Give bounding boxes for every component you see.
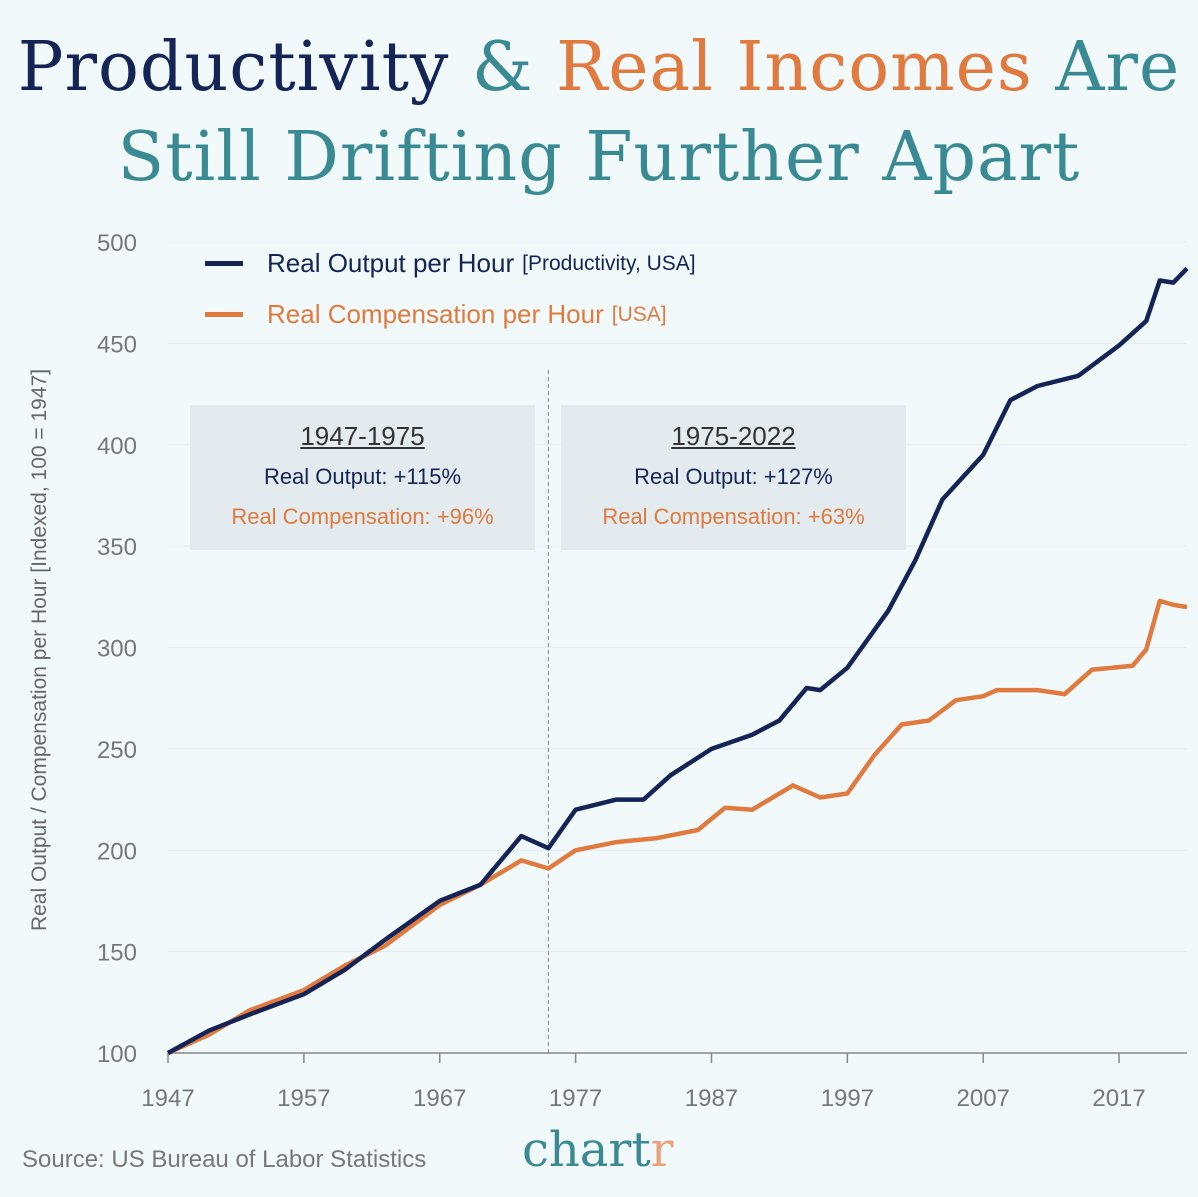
x-tick-label: 1977 <box>549 1085 602 1112</box>
chart-title-line2: Still Drifting Further Apart <box>117 118 1081 197</box>
legend-label: Real Output per Hour <box>267 248 515 278</box>
y-tick-label: 400 <box>97 433 137 460</box>
x-tick-label: 1987 <box>685 1085 738 1112</box>
annotation-box-1947-1975: 1947-1975 Real Output: +115% Real Compen… <box>190 405 535 550</box>
box-heading: 1975-2022 <box>671 421 796 451</box>
annotation-box-1975-2022: 1975-2022 Real Output: +127% Real Compen… <box>561 405 906 550</box>
legend-item-compensation: Real Compensation per Hour [USA] <box>205 299 667 330</box>
title-amp: & <box>471 28 534 107</box>
series-line-productivity <box>166 266 1189 1055</box>
legend-sublabel: [Productivity, USA] <box>522 251 696 275</box>
box-heading: 1947-1975 <box>300 421 425 451</box>
y-axis-label: Real Output / Compensation per Hour [Ind… <box>28 368 51 932</box>
y-tick-label: 350 <box>97 534 137 561</box>
box-output: Real Output: +115% <box>263 464 462 489</box>
legend-item-productivity: Real Output per Hour [Productivity, USA] <box>205 248 696 279</box>
y-tick-label: 150 <box>97 940 137 967</box>
box-comp: Real Compensation: +63% <box>602 504 865 529</box>
x-tick-label: 1947 <box>141 1085 194 1112</box>
y-tick-label: 450 <box>97 331 137 358</box>
source-note: Source: US Bureau of Labor Statistics <box>22 1146 427 1173</box>
title-are: Are <box>1055 28 1181 107</box>
x-tick-label: 2017 <box>1092 1085 1145 1112</box>
x-tick-label: 1997 <box>821 1085 874 1112</box>
x-tick-label: 2007 <box>957 1085 1010 1112</box>
logo-end: r <box>650 1122 674 1178</box>
box-comp: Real Compensation: +96% <box>231 504 494 529</box>
legend-swatch-compensation <box>205 312 243 317</box>
title-productivity: Productivity <box>17 28 450 107</box>
chartr-logo: chartr <box>522 1122 674 1178</box>
y-tick-label: 200 <box>97 838 137 865</box>
y-tick-label: 250 <box>97 737 137 764</box>
legend-swatch-productivity <box>205 261 243 266</box>
logo-main: chart <box>522 1122 651 1178</box>
legend-sublabel: [USA] <box>611 302 667 326</box>
y-tick-label: 500 <box>97 230 137 257</box>
y-tick-label: 300 <box>97 636 137 663</box>
legend-label: Real Compensation per Hour <box>267 299 604 329</box>
title-real-incomes: Real Incomes <box>556 28 1033 107</box>
series-line-compensation <box>167 598 1188 1056</box>
y-tick-label: 100 <box>97 1041 137 1068</box>
x-tick-label: 1957 <box>277 1085 330 1112</box>
x-tick-label: 1967 <box>413 1085 466 1112</box>
chart-title-line1: Productivity & Real Incomes Are <box>0 28 1198 108</box>
box-output: Real Output: +127% <box>634 464 833 489</box>
